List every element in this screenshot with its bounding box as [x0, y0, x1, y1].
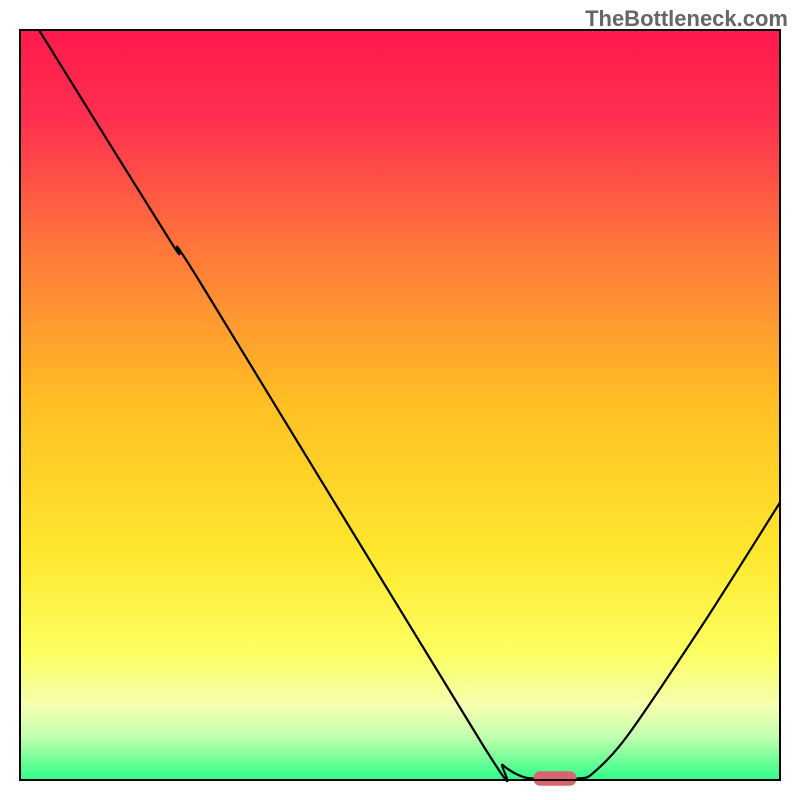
bottleneck-chart: TheBottleneck.com	[0, 0, 800, 800]
optimal-marker	[534, 772, 576, 786]
chart-svg	[0, 0, 800, 800]
watermark-text: TheBottleneck.com	[585, 6, 788, 32]
plot-background	[20, 30, 780, 780]
